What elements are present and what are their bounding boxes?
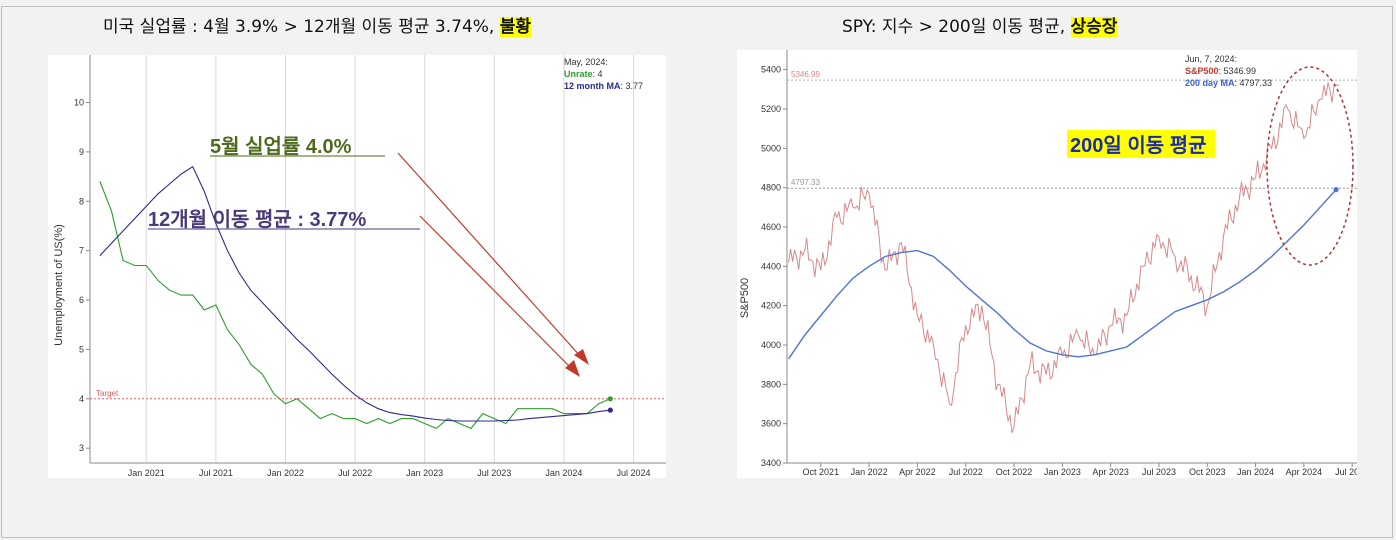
target-label: Target	[96, 389, 119, 398]
left-legend-ma: 12 month MA: 3.77	[564, 81, 643, 91]
left-legend: May, 2024: Unrate: 4 12 month MA: 3.77	[564, 57, 643, 91]
left-y-tick-label: 5	[79, 344, 84, 354]
ref-label-ma: 4797.33	[791, 178, 820, 187]
left-grid	[89, 55, 666, 464]
left-x-tick-label: Jul 2024	[617, 468, 651, 478]
right-x-tick-label: Jul 2024	[1335, 467, 1357, 477]
annotation-12m-ma: 12개월 이동 평균 : 3.77%	[148, 208, 366, 231]
right-x-tick-label: Oct 2021	[803, 467, 840, 477]
right-x-tick-label: Jul 2023	[1142, 467, 1176, 477]
right-y-tick-label: 4600	[761, 222, 781, 232]
right-y-tick-label: 4200	[761, 301, 781, 311]
right-x-tick-label: Oct 2023	[1189, 467, 1226, 477]
left-title: 미국 실업률 : 4월 3.9% > 12개월 이동 평균 3.74%, 불황	[103, 17, 532, 37]
left-x-tick-label: Jan 2023	[406, 468, 443, 478]
left-y-tick-label: 4	[79, 394, 84, 404]
unrate-line-endpoint	[607, 396, 613, 402]
left-x-tick-label: Jan 2021	[128, 468, 165, 478]
right-y-tick-label: 4400	[761, 261, 781, 271]
right-ticks: 3400 3600 3800 4000 4200 4400 4600 4800 5000 5200…	[761, 65, 1357, 477]
right-y-tick-label: 4000	[761, 340, 781, 350]
left-x-tick-label: Jul 2023	[477, 468, 511, 478]
left-y-tick-label: 3	[79, 443, 84, 453]
right-x-tick-label: Apr 2023	[1092, 467, 1129, 477]
left-ticks: Jan 2021 Jul 2021 Jan 2022 Jul 2022 Jan 2023…	[74, 98, 651, 478]
highlight-ellipse	[1266, 66, 1354, 266]
right-legend-date: Jun, 7, 2024:	[1185, 54, 1237, 64]
annotation-200d-ma: 200일 이동 평균	[1070, 134, 1206, 157]
right-y-tick-label: 5400	[761, 65, 781, 75]
left-x-tick-label: Jan 2022	[267, 468, 304, 478]
ma-12m-line	[99, 165, 611, 422]
right-x-tick-label: Apr 2022	[899, 467, 936, 477]
left-y-tick-label: 10	[74, 98, 84, 108]
right-y-tick-label: 4800	[761, 183, 781, 193]
annotation-highlight	[1067, 130, 1215, 158]
right-y-tick-label: 5000	[761, 143, 781, 153]
arrow-head-2	[565, 360, 580, 377]
right-grid	[786, 50, 1357, 464]
left-series	[99, 165, 613, 430]
left-title-highlight: 불황	[499, 17, 532, 37]
annotation-may-unrate: 5월 실업률 4.0%	[210, 135, 352, 158]
unemployment-chart: Jan 2021 Jul 2021 Jan 2022 Jul 2022 Jan 2023…	[48, 55, 666, 478]
right-legend-ma: 200 day MA: 4797.33	[1185, 78, 1272, 88]
right-y-tick-label: 3400	[761, 458, 781, 468]
left-x-tick-label: Jul 2021	[199, 468, 233, 478]
right-legend-sp: S&P500: 5346.99	[1185, 66, 1256, 76]
right-y-tick-label: 5200	[761, 104, 781, 114]
right-x-tick-label: Oct 2022	[996, 467, 1033, 477]
sp500-line	[788, 82, 1340, 433]
right-y-tick-label: 3800	[761, 379, 781, 389]
left-x-tick-label: Jul 2022	[338, 468, 372, 478]
left-y-axis-label: Unemployment of US(%)	[53, 224, 65, 346]
unrate-line	[99, 181, 611, 430]
ma-12m-line-endpoint	[607, 407, 613, 413]
left-y-tick-label: 9	[79, 147, 84, 157]
right-x-tick-label: Jan 2023	[1044, 467, 1081, 477]
right-title: SPY: 지수 > 200일 이동 평균, 상승장	[842, 17, 1118, 37]
annotation-arrows	[397, 152, 589, 377]
right-title-highlight: 상승장	[1070, 17, 1118, 37]
left-y-tick-label: 7	[79, 246, 84, 256]
right-y-axis-label: S&P500	[739, 278, 751, 318]
left-legend-date: May, 2024:	[564, 57, 608, 67]
left-x-tick-label: Jan 2024	[545, 468, 582, 478]
ma-200d-line	[788, 189, 1337, 360]
right-legend: Jun, 7, 2024: S&P500: 5346.99 200 day MA…	[1185, 54, 1272, 88]
right-series	[788, 82, 1340, 433]
right-x-tick-label: Apr 2024	[1286, 467, 1323, 477]
sp500-chart: 3400 3600 3800 4000 4200 4400 4600 4800 5000 5200…	[737, 50, 1357, 478]
ref-label-sp: 5346.99	[791, 70, 820, 79]
left-legend-unrate: Unrate: 4	[564, 69, 603, 79]
ma-200d-endpoint	[1333, 187, 1339, 193]
right-x-tick-label: Jan 2022	[851, 467, 888, 477]
left-y-tick-label: 6	[79, 295, 84, 305]
left-y-tick-label: 8	[79, 196, 84, 206]
arrow-head-1	[574, 349, 589, 365]
right-x-tick-label: Jan 2024	[1237, 467, 1274, 477]
right-y-tick-label: 3600	[761, 419, 781, 429]
right-x-tick-label: Jul 2022	[949, 467, 983, 477]
